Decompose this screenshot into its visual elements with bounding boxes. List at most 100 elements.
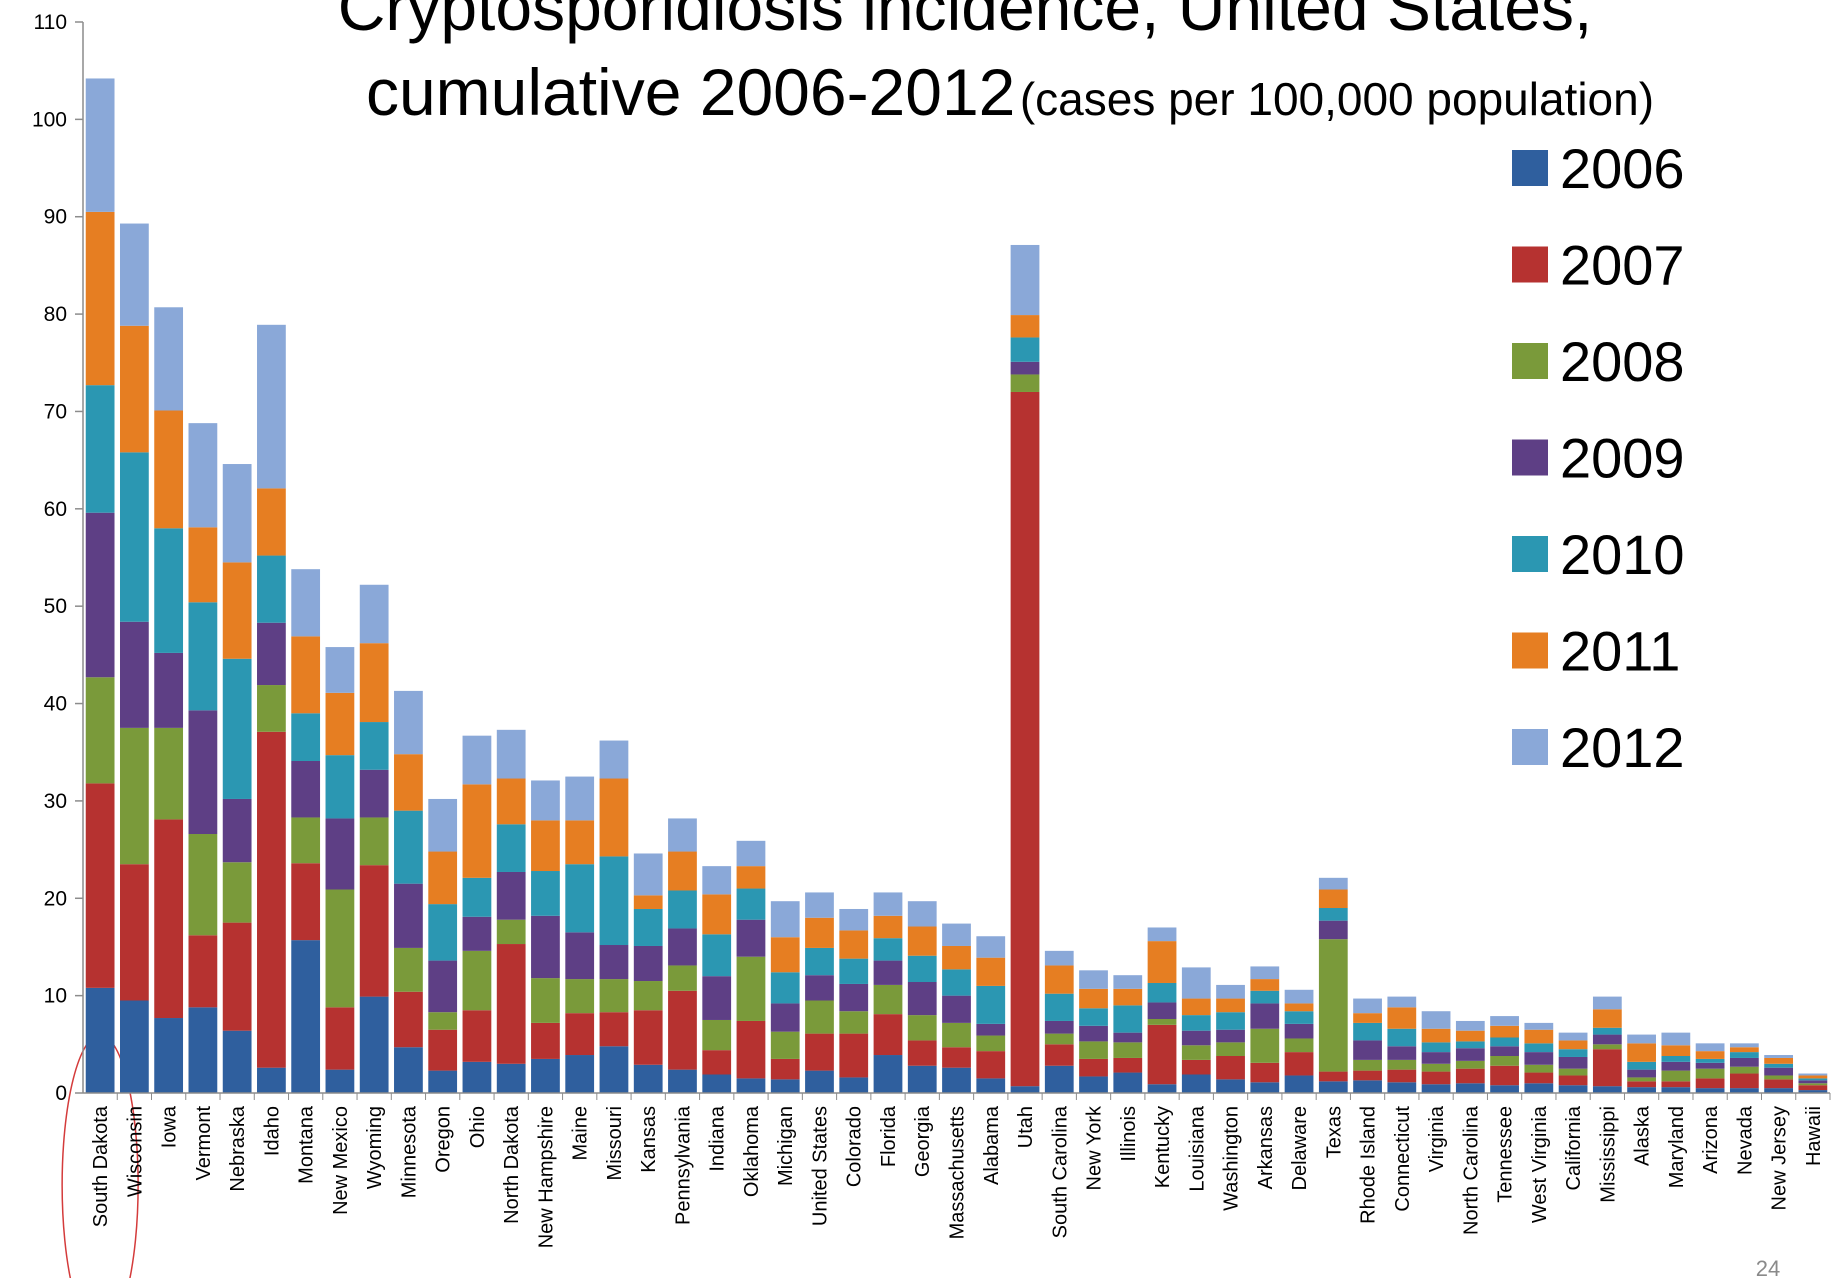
- bar-segment-2006: [1798, 1090, 1828, 1093]
- bar-segment-2011: [222, 562, 252, 659]
- bar-segment-2010: [1113, 1005, 1143, 1033]
- bar-segment-2008: [839, 1011, 869, 1034]
- bar-stack: [565, 776, 595, 1093]
- bar-segment-2010: [942, 969, 971, 996]
- legend-swatch-2006: [1512, 150, 1548, 186]
- bar-segment-2009: [325, 818, 355, 890]
- bar-segment-2008: [1147, 1019, 1177, 1025]
- bar-segment-2009: [907, 982, 937, 1016]
- bar-segment-2009: [1524, 1052, 1554, 1065]
- bar-segment-2009: [1181, 1030, 1211, 1046]
- bar-segment-2007: [839, 1033, 869, 1078]
- bar-segment-2007: [188, 935, 218, 1008]
- bar-segment-2006: [1353, 1080, 1382, 1093]
- bar-segment-2011: [1387, 1007, 1417, 1029]
- bar-segment-2007: [633, 1010, 663, 1065]
- bar-segment-2010: [1044, 993, 1074, 1021]
- bar-segment-2009: [1113, 1032, 1143, 1043]
- bar-segment-2006: [976, 1078, 1006, 1093]
- bar-stack: [394, 690, 423, 1093]
- bar-segment-2011: [805, 917, 834, 948]
- y-tick-label: 50: [44, 595, 67, 618]
- bar-segment-2011: [1284, 1003, 1314, 1012]
- bar-segment-2006: [1764, 1088, 1794, 1093]
- bar-segment-2007: [496, 944, 526, 1064]
- bar-segment-2007: [154, 819, 184, 1019]
- bar-segment-2010: [1147, 982, 1177, 1003]
- bar-segment-2007: [942, 1047, 971, 1068]
- bar-segment-2012: [1695, 1043, 1725, 1052]
- bar-segment-2012: [1490, 1016, 1519, 1026]
- bar-segment-2009: [942, 995, 971, 1023]
- bar-segment-2006: [1421, 1084, 1451, 1093]
- bar-segment-2012: [1661, 1032, 1691, 1046]
- x-tick-label: Florida: [878, 1105, 900, 1167]
- bar-segment-2008: [599, 979, 629, 1013]
- bar-segment-2008: [1250, 1028, 1280, 1063]
- bar-segment-2011: [1421, 1028, 1451, 1043]
- bar-segment-2006: [291, 940, 321, 1093]
- bar-segment-2009: [222, 798, 252, 863]
- x-tick-label: Washington: [1221, 1106, 1243, 1211]
- bar-segment-2012: [976, 936, 1006, 958]
- bar-segment-2008: [1284, 1038, 1314, 1053]
- bar-segment-2011: [702, 894, 732, 935]
- x-tick-label: Idaho: [261, 1106, 283, 1156]
- legend-swatch-2007: [1512, 246, 1548, 283]
- bar-segment-2012: [496, 729, 526, 779]
- bar-segment-2008: [428, 1012, 458, 1030]
- bar-segment-2009: [428, 960, 458, 1013]
- y-tick-label: 80: [44, 303, 67, 326]
- x-tick-label: South Carolina: [1049, 1105, 1071, 1238]
- bar-segment-2006: [1147, 1084, 1177, 1093]
- x-tick-label: California: [1563, 1105, 1585, 1190]
- y-tick-label: 10: [44, 985, 67, 1008]
- x-tick-label: New Mexico: [330, 1106, 352, 1215]
- bar-segment-2012: [1113, 975, 1143, 989]
- bar-segment-2008: [531, 978, 560, 1023]
- bar-segment-2010: [394, 810, 423, 884]
- bar-segment-2008: [1524, 1064, 1554, 1073]
- bar-segment-2006: [1490, 1085, 1519, 1093]
- bar-stack: [1627, 1034, 1656, 1093]
- legend-swatch-2009: [1512, 439, 1548, 476]
- bar-segment-2010: [154, 528, 184, 653]
- bar-segment-2010: [1695, 1058, 1725, 1063]
- bar-segment-2007: [976, 1051, 1006, 1079]
- bar-segment-2011: [531, 820, 560, 872]
- bar-segment-2008: [1044, 1033, 1074, 1045]
- bar-stack: [1181, 967, 1211, 1093]
- bar-segment-2006: [1284, 1075, 1314, 1093]
- bar-segment-2012: [1387, 996, 1417, 1008]
- x-tick-label: Virginia: [1426, 1105, 1448, 1172]
- bar-stack: [907, 901, 937, 1093]
- bar-segment-2010: [1490, 1037, 1519, 1047]
- bar-segment-2008: [942, 1022, 971, 1048]
- bar-stack: [736, 840, 766, 1093]
- bar-stack: [222, 464, 252, 1093]
- x-tick-label: Delaware: [1289, 1106, 1311, 1190]
- x-tick-label: Oregon: [433, 1106, 455, 1173]
- bar-segment-2010: [1627, 1061, 1656, 1070]
- bar-segment-2011: [1729, 1047, 1759, 1053]
- bar-segment-2012: [702, 866, 732, 895]
- bar-segment-2011: [736, 866, 766, 889]
- bar-segment-2009: [531, 915, 560, 979]
- bar-segment-2008: [1216, 1042, 1245, 1057]
- bar-segment-2007: [1044, 1044, 1074, 1066]
- bar-segment-2009: [154, 652, 184, 728]
- bar-segment-2009: [1387, 1046, 1417, 1060]
- chart-title-line1: Cryptosporidiosis incidence, United Stat…: [338, 0, 1593, 44]
- bar-segment-2007: [257, 731, 286, 1068]
- bar-stack: [325, 647, 355, 1093]
- bar-segment-2012: [1729, 1043, 1759, 1048]
- bar-segment-2008: [976, 1035, 1006, 1052]
- bar-segment-2006: [1079, 1076, 1108, 1093]
- bar-segment-2007: [359, 865, 389, 997]
- bar-segment-2009: [119, 621, 149, 728]
- bar-stack: [496, 729, 526, 1093]
- bar-segment-2006: [1524, 1083, 1554, 1093]
- x-tick-label: Kentucky: [1152, 1106, 1174, 1188]
- bar-segment-2007: [1627, 1081, 1656, 1088]
- x-tick-label: Maine: [570, 1106, 592, 1160]
